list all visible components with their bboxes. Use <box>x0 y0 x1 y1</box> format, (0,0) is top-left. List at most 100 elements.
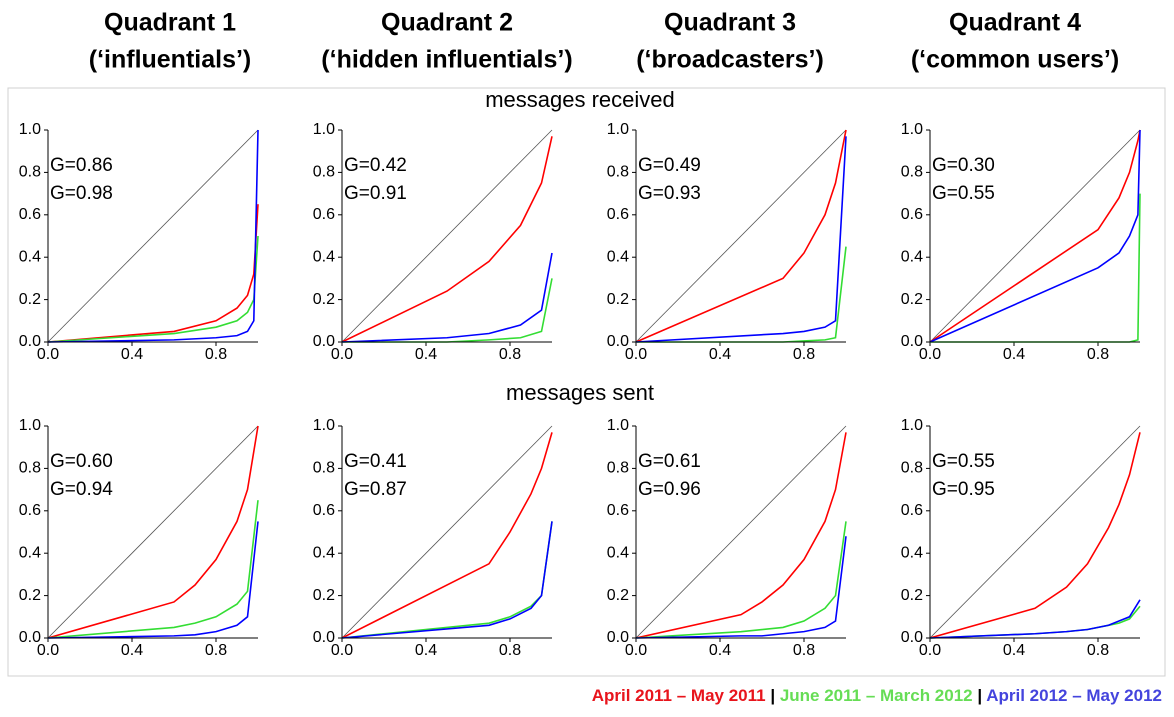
y-tick-label: 0.8 <box>607 164 629 181</box>
x-tick-label: 0.8 <box>1087 642 1109 659</box>
diagonal <box>47 129 259 343</box>
legend-entry: June 2011 – March 2012 <box>780 686 973 705</box>
y-tick-label: 1.0 <box>313 121 335 138</box>
series-line <box>47 204 259 343</box>
series-line <box>341 136 553 343</box>
series-line <box>635 136 847 343</box>
x-tick-label: 0.8 <box>793 642 815 659</box>
y-tick-label: 0.8 <box>901 164 923 181</box>
x-tick-label: 0.8 <box>499 346 521 363</box>
y-tick-label: 0.0 <box>19 333 41 350</box>
diagonal <box>929 425 1141 639</box>
annotation: G=0.61 <box>638 451 701 472</box>
annotation: G=0.30 <box>932 155 995 176</box>
annotation: G=0.86 <box>50 155 113 176</box>
legend-entry: April 2012 – May 2012 <box>986 686 1162 705</box>
y-tick-label: 0.0 <box>313 629 335 646</box>
series-line <box>929 129 1141 343</box>
diagonal <box>341 129 553 343</box>
y-tick-label: 0.2 <box>313 291 335 308</box>
series-line <box>341 432 553 639</box>
y-tick-label: 0.6 <box>901 502 923 519</box>
x-tick-label: 0.8 <box>499 642 521 659</box>
row-label: messages sent <box>506 380 654 405</box>
column-title: Quadrant 1 <box>104 9 236 37</box>
x-tick-label: 0.0 <box>37 642 59 659</box>
legend-entry: April 2011 – May 2011 <box>592 686 766 705</box>
y-tick-label: 0.8 <box>901 460 923 477</box>
y-tick-label: 0.0 <box>901 333 923 350</box>
y-tick-label: 0.8 <box>313 164 335 181</box>
y-tick-label: 0.6 <box>607 502 629 519</box>
x-tick-label: 0.8 <box>793 346 815 363</box>
y-tick-label: 0.4 <box>901 248 923 265</box>
y-tick-label: 0.6 <box>901 206 923 223</box>
x-tick-label: 0.0 <box>331 642 353 659</box>
series-line <box>47 235 259 343</box>
y-tick-label: 0.4 <box>313 248 335 265</box>
y-tick-label: 0.2 <box>607 291 629 308</box>
diagonal <box>341 425 553 639</box>
annotation: G=0.96 <box>638 479 701 500</box>
x-tick-label: 0.8 <box>205 346 227 363</box>
annotation: G=0.98 <box>50 183 113 204</box>
column-title: Quadrant 3 <box>664 9 796 37</box>
y-tick-label: 1.0 <box>19 417 41 434</box>
column-title: Quadrant 2 <box>381 9 513 37</box>
series-line <box>929 432 1141 639</box>
x-tick-label: 0.0 <box>331 346 353 363</box>
y-tick-label: 0.6 <box>313 502 335 519</box>
series-line <box>635 521 847 639</box>
series-line <box>635 129 847 343</box>
y-tick-label: 0.2 <box>901 587 923 604</box>
y-tick-label: 0.4 <box>19 544 41 561</box>
y-tick-label: 1.0 <box>313 417 335 434</box>
diagonal <box>635 129 847 343</box>
column-subtitle: (‘hidden influentials’) <box>321 46 572 74</box>
annotation: G=0.94 <box>50 479 113 500</box>
y-tick-label: 1.0 <box>19 121 41 138</box>
series-line <box>341 521 553 639</box>
x-tick-label: 0.8 <box>1087 346 1109 363</box>
column-title: Quadrant 4 <box>949 9 1081 37</box>
series-line <box>635 536 847 639</box>
diagonal <box>47 425 259 639</box>
series-line <box>929 599 1141 639</box>
annotation: G=0.55 <box>932 183 995 204</box>
x-tick-label: 0.4 <box>709 642 731 659</box>
y-tick-label: 0.4 <box>313 544 335 561</box>
annotation: G=0.42 <box>344 155 407 176</box>
annotation: G=0.95 <box>932 479 995 500</box>
series-line <box>47 521 259 639</box>
column-subtitle: (‘influentials’) <box>89 46 252 74</box>
x-tick-label: 0.4 <box>1003 346 1025 363</box>
y-tick-label: 0.8 <box>19 460 41 477</box>
annotation: G=0.93 <box>638 183 701 204</box>
panel-frame <box>7 87 1166 677</box>
y-tick-label: 1.0 <box>607 121 629 138</box>
x-tick-label: 0.0 <box>37 346 59 363</box>
series-line <box>341 521 553 639</box>
y-tick-label: 0.2 <box>313 587 335 604</box>
y-tick-label: 0.4 <box>607 544 629 561</box>
series-line <box>47 500 259 639</box>
y-tick-label: 0.2 <box>19 291 41 308</box>
y-tick-label: 0.8 <box>313 460 335 477</box>
annotation: G=0.60 <box>50 451 113 472</box>
y-tick-label: 0.6 <box>607 206 629 223</box>
x-tick-label: 0.4 <box>121 346 143 363</box>
y-tick-label: 0.0 <box>607 333 629 350</box>
series-line <box>341 252 553 343</box>
annotation: G=0.41 <box>344 451 407 472</box>
annotation: G=0.55 <box>932 451 995 472</box>
y-tick-label: 0.4 <box>901 544 923 561</box>
y-tick-label: 0.0 <box>19 629 41 646</box>
x-tick-label: 0.4 <box>121 642 143 659</box>
x-tick-label: 0.0 <box>625 346 647 363</box>
y-tick-label: 0.6 <box>313 206 335 223</box>
diagonal <box>929 129 1141 343</box>
y-tick-label: 0.6 <box>19 206 41 223</box>
column-subtitle: (‘broadcasters’) <box>636 46 824 74</box>
annotation: G=0.91 <box>344 183 407 204</box>
